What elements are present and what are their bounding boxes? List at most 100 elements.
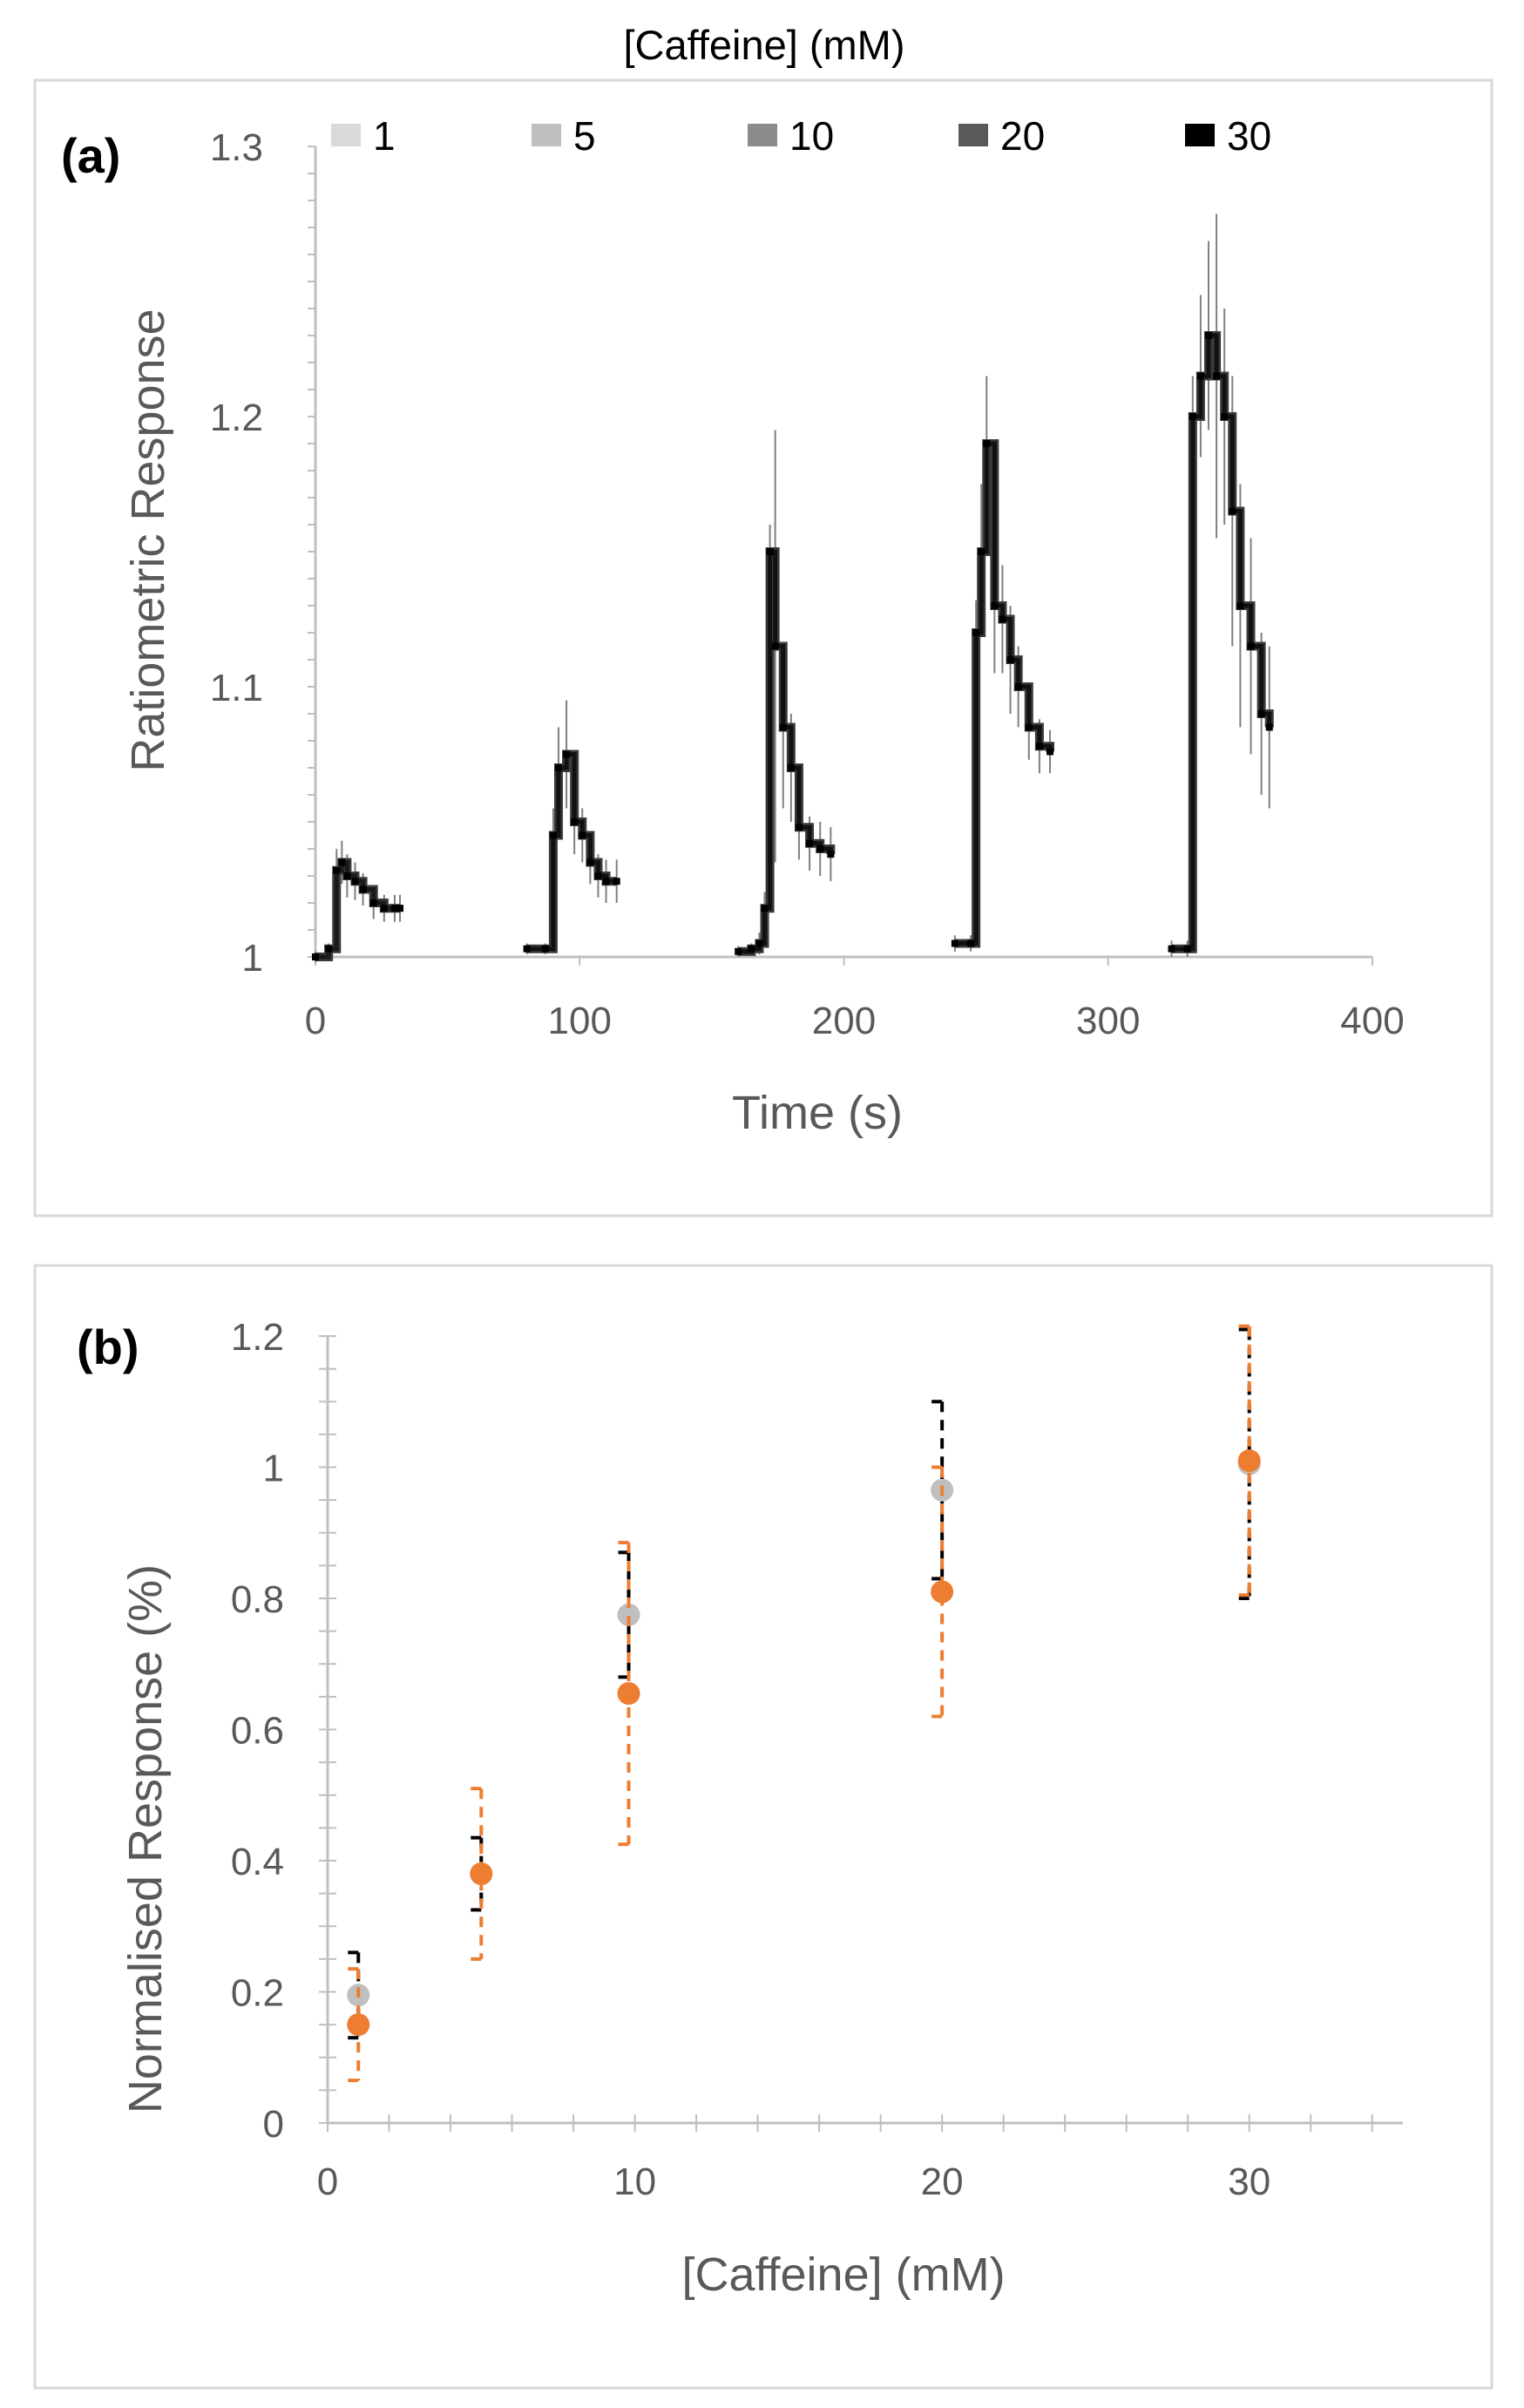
data-point [579, 831, 586, 839]
panel-b-y-tick-label: 1 [263, 1448, 284, 1490]
legend-swatch-30 [1185, 124, 1215, 146]
panel-b-axes: 0 0.2 0.4 0.6 0.8 1 1.2 0 10 20 30 [231, 1316, 1403, 2203]
data-point [1014, 683, 1022, 690]
panel-b-x-tick-label: 30 [1228, 2160, 1270, 2203]
panel-a-label: (a) [61, 128, 120, 183]
legend-swatch-1 [331, 124, 361, 146]
panel-a-y-tick-label: 1.1 [210, 667, 263, 709]
data-point [390, 905, 398, 912]
data-point [617, 1603, 640, 1626]
data-point [816, 845, 824, 852]
panel-b: (b) 0 0.2 0.4 0.6 0.8 1 1.2 0 10 20 30 [Caffeine] … [33, 1264, 1494, 2390]
data-point [779, 723, 787, 731]
data-point [602, 878, 610, 885]
panel-a-x-axis-title: Time (s) [732, 1087, 903, 1139]
panel-a-x-tick-label: 200 [812, 1000, 876, 1042]
series-10mM-trace [735, 430, 836, 957]
data-point [338, 858, 346, 866]
data-point [1035, 743, 1043, 750]
legend-title: [Caffeine] (mM) [624, 22, 905, 68]
data-point [951, 939, 958, 947]
panel-a-x-tick-label: 300 [1076, 1000, 1140, 1042]
panel-a-x-tick-label: 100 [548, 1000, 612, 1042]
data-point [1025, 723, 1033, 731]
series-5mM-trace [523, 700, 620, 954]
panel-a-y-tick-label: 1.3 [210, 126, 263, 169]
panel-a-frame [33, 78, 1494, 1218]
panel-b-y-tick-label: 0.8 [231, 1578, 284, 1621]
panel-b-series [347, 1324, 1261, 2083]
panel-b-y-tick-label: 0.2 [231, 1972, 284, 2015]
series-orange-points [347, 1324, 1261, 2083]
data-point [766, 548, 774, 555]
data-point [787, 764, 795, 771]
data-point [1229, 507, 1236, 515]
data-point [1046, 748, 1054, 756]
legend-label-1: 1 [373, 113, 396, 159]
data-point [333, 866, 341, 874]
series-30mM-trace [1168, 214, 1274, 957]
data-point [761, 905, 769, 912]
panel-b-x-axis-title: [Caffeine] (mM) [681, 2249, 1005, 2301]
data-point [771, 642, 779, 650]
panel-a-y-tick-label: 1 [242, 937, 263, 980]
data-point [325, 945, 333, 953]
data-point [586, 858, 594, 866]
data-point [1189, 413, 1196, 420]
data-point [1237, 1448, 1261, 1472]
panel-b-x-tick-label: 10 [613, 2160, 656, 2203]
panel-a-legend: 1 5 10 20 30 [331, 113, 1271, 159]
legend-label-20: 20 [1000, 113, 1045, 159]
panel-b-label: (b) [77, 1319, 139, 1374]
data-point [613, 878, 620, 885]
panel-b-x-tick-label: 0 [317, 2160, 338, 2203]
data-point [549, 831, 557, 839]
data-point [1221, 413, 1229, 420]
data-point [967, 939, 975, 947]
data-point [978, 548, 986, 555]
data-point [827, 851, 835, 858]
panel-b-y-axis-title: Normalised Response (%) [119, 1564, 172, 2113]
panel-a-axes: 1 1.1 1.2 1.3 0 100 200 300 400 [210, 126, 1405, 1042]
series-1mM-trace [312, 840, 404, 963]
data-point [359, 885, 367, 893]
data-point [1236, 602, 1244, 609]
panel-b-x-tick-label: 20 [921, 2160, 964, 2203]
data-point [541, 945, 549, 953]
data-point [1168, 945, 1175, 953]
data-point [554, 764, 562, 771]
legend-swatch-5 [532, 124, 561, 146]
data-point [470, 1862, 493, 1886]
data-point [931, 1580, 954, 1604]
panel-a-y-tick-label: 1.2 [210, 397, 263, 439]
data-point [748, 945, 755, 953]
data-point [1204, 332, 1212, 339]
legend-label-30: 30 [1227, 113, 1271, 159]
data-point [1265, 723, 1273, 731]
data-point [755, 939, 763, 947]
series-20mM-trace [951, 376, 1055, 952]
data-point [983, 440, 991, 447]
legend-label-5: 5 [573, 113, 596, 159]
data-point [343, 872, 351, 879]
data-point [1247, 642, 1255, 650]
panel-b-y-tick-label: 0 [263, 2103, 284, 2146]
panel-b-y-tick-label: 0.6 [231, 1710, 284, 1753]
trace-line-core [1171, 333, 1272, 952]
panel-b-y-tick-label: 0.4 [231, 1841, 284, 1883]
data-point [563, 750, 571, 758]
data-point [396, 905, 404, 912]
legend-swatch-10 [748, 124, 777, 146]
legend-swatch-20 [958, 124, 988, 146]
panel-a: [Caffeine] (mM) (a) 1 1.1 1.2 1.3 0 100 200 300… [33, 22, 1494, 1218]
data-point [999, 615, 1006, 623]
data-point [312, 953, 319, 960]
data-point [347, 2013, 370, 2037]
data-point [1196, 372, 1204, 380]
data-point [523, 945, 531, 953]
data-point [972, 629, 980, 636]
data-point [380, 905, 388, 912]
data-point [1257, 710, 1265, 717]
panel-a-x-tick-label: 400 [1340, 1000, 1404, 1042]
